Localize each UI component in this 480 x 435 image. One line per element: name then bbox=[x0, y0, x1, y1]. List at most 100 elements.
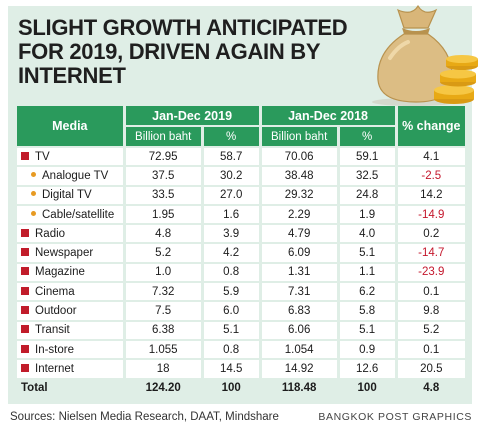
orange-dot-bullet-icon bbox=[31, 210, 36, 216]
total-label: Total bbox=[17, 379, 123, 397]
row-media-label: Cinema bbox=[35, 285, 75, 298]
table-row: Analogue TV 37.5 30.2 38.48 32.5 -2.5 bbox=[17, 167, 465, 185]
red-square-bullet-icon bbox=[21, 325, 29, 334]
header-period-2018: Jan-Dec 2018 bbox=[261, 106, 395, 125]
table-row: TV 72.95 58.7 70.06 59.1 4.1 bbox=[17, 148, 465, 166]
table-row: Magazine 1.0 0.8 1.31 1.1 -23.9 bbox=[17, 263, 465, 282]
table-row: Outdoor 7.5 6.0 6.83 5.8 9.8 bbox=[17, 302, 465, 320]
row-change-cell: 20.5 bbox=[397, 360, 465, 378]
red-square-bullet-icon bbox=[21, 286, 29, 295]
row-media-label: Cable/satellite bbox=[42, 208, 115, 221]
red-square-bullet-icon bbox=[21, 228, 29, 237]
row-media-cell: TV bbox=[17, 148, 123, 166]
row-media-label: Internet bbox=[35, 362, 74, 375]
row-percent-2019-cell: 30.2 bbox=[203, 167, 259, 185]
row-media-cell: Cinema bbox=[17, 283, 123, 301]
title-line-2: FOR 2019, DRIVEN AGAIN BY INTERNET bbox=[18, 39, 320, 88]
table-row: Newspaper 5.2 4.2 6.09 5.1 -14.7 bbox=[17, 244, 465, 262]
subheader-billion-baht-2018: Billion baht bbox=[261, 127, 337, 146]
row-percent-2018-cell: 6.2 bbox=[339, 283, 395, 301]
row-media-cell: Transit bbox=[17, 321, 123, 339]
row-percent-2018-cell: 5.1 bbox=[339, 321, 395, 339]
red-square-bullet-icon bbox=[21, 306, 29, 315]
row-percent-2018-cell: 1.1 bbox=[339, 263, 395, 282]
red-square-bullet-icon bbox=[21, 363, 29, 372]
row-billion-2018-cell: 1.31 bbox=[261, 263, 337, 282]
row-percent-2019-cell: 1.6 bbox=[203, 205, 259, 224]
table-row: Cinema 7.32 5.9 7.31 6.2 0.1 bbox=[17, 283, 465, 301]
row-percent-2019-cell: 5.9 bbox=[203, 283, 259, 301]
page-title: SLIGHT GROWTH ANTICIPATED FOR 2019, DRIV… bbox=[18, 16, 398, 88]
table-row: Transit 6.38 5.1 6.06 5.1 5.2 bbox=[17, 321, 465, 339]
row-billion-2018-cell: 29.32 bbox=[261, 186, 337, 204]
row-billion-2019-cell: 1.95 bbox=[125, 205, 201, 224]
row-billion-2018-cell: 14.92 bbox=[261, 360, 337, 378]
row-percent-2018-cell: 1.9 bbox=[339, 205, 395, 224]
red-square-bullet-icon bbox=[21, 344, 29, 353]
graphics-credit: BANGKOK POST GRAPHICS bbox=[318, 411, 472, 423]
table-row: Digital TV 33.5 27.0 29.32 24.8 14.2 bbox=[17, 186, 465, 204]
row-billion-2019-cell: 1.055 bbox=[125, 340, 201, 359]
row-change-cell: -14.7 bbox=[397, 244, 465, 262]
sources-note: Sources: Nielsen Media Research, DAAT, M… bbox=[10, 411, 279, 423]
row-media-cell: In-store bbox=[17, 340, 123, 359]
header-period-2019: Jan-Dec 2019 bbox=[125, 106, 259, 125]
total-row: Total 124.20 100 118.48 100 4.8 bbox=[17, 379, 465, 397]
row-billion-2018-cell: 2.29 bbox=[261, 205, 337, 224]
row-billion-2019-cell: 37.5 bbox=[125, 167, 201, 185]
row-media-label: TV bbox=[35, 150, 50, 163]
row-media-cell: Radio bbox=[17, 225, 123, 243]
row-percent-2018-cell: 5.8 bbox=[339, 302, 395, 320]
red-square-bullet-icon bbox=[21, 267, 29, 276]
subheader-billion-baht-2019: Billion baht bbox=[125, 127, 201, 146]
table-row: Internet 18 14.5 14.92 12.6 20.5 bbox=[17, 360, 465, 378]
red-square-bullet-icon bbox=[21, 248, 29, 257]
row-percent-2019-cell: 14.5 bbox=[203, 360, 259, 378]
row-billion-2018-cell: 7.31 bbox=[261, 283, 337, 301]
total-billion-2018: 118.48 bbox=[261, 379, 337, 397]
row-billion-2018-cell: 70.06 bbox=[261, 148, 337, 166]
row-percent-2019-cell: 27.0 bbox=[203, 186, 259, 204]
footer: Sources: Nielsen Media Research, DAAT, M… bbox=[10, 411, 472, 423]
media-spend-table: Media Jan-Dec 2019 Jan-Dec 2018 % change… bbox=[14, 104, 468, 399]
row-billion-2019-cell: 5.2 bbox=[125, 244, 201, 262]
row-change-cell: 0.1 bbox=[397, 340, 465, 359]
row-percent-2019-cell: 0.8 bbox=[203, 263, 259, 282]
row-percent-2018-cell: 24.8 bbox=[339, 186, 395, 204]
row-billion-2018-cell: 38.48 bbox=[261, 167, 337, 185]
row-media-label: Digital TV bbox=[42, 189, 92, 202]
row-media-cell: Internet bbox=[17, 360, 123, 378]
row-percent-2019-cell: 0.8 bbox=[203, 340, 259, 359]
row-media-label: Newspaper bbox=[35, 247, 94, 260]
total-percent-2018: 100 bbox=[339, 379, 395, 397]
row-percent-2019-cell: 6.0 bbox=[203, 302, 259, 320]
orange-dot-bullet-icon bbox=[31, 191, 36, 197]
row-percent-2019-cell: 58.7 bbox=[203, 148, 259, 166]
table-body: TV 72.95 58.7 70.06 59.1 4.1 Analogue TV 37.5 30… bbox=[17, 148, 465, 378]
table-row: Cable/satellite 1.95 1.6 2.29 1.9 -14.9 bbox=[17, 205, 465, 224]
row-media-label: Transit bbox=[35, 324, 70, 337]
row-percent-2018-cell: 59.1 bbox=[339, 148, 395, 166]
row-billion-2019-cell: 33.5 bbox=[125, 186, 201, 204]
row-billion-2018-cell: 6.83 bbox=[261, 302, 337, 320]
row-billion-2018-cell: 1.054 bbox=[261, 340, 337, 359]
row-media-cell: Cable/satellite bbox=[17, 205, 123, 224]
row-billion-2018-cell: 6.09 bbox=[261, 244, 337, 262]
title-line-1: SLIGHT GROWTH ANTICIPATED bbox=[18, 15, 348, 40]
row-billion-2019-cell: 6.38 bbox=[125, 321, 201, 339]
row-change-cell: -23.9 bbox=[397, 263, 465, 282]
row-billion-2019-cell: 72.95 bbox=[125, 148, 201, 166]
row-media-label: Analogue TV bbox=[42, 169, 109, 182]
row-media-label: Outdoor bbox=[35, 305, 77, 318]
row-billion-2019-cell: 7.5 bbox=[125, 302, 201, 320]
orange-dot-bullet-icon bbox=[31, 171, 36, 177]
row-percent-2019-cell: 5.1 bbox=[203, 321, 259, 339]
row-change-cell: 5.2 bbox=[397, 321, 465, 339]
money-bag-illustration bbox=[372, 4, 478, 106]
red-square-bullet-icon bbox=[21, 151, 29, 160]
total-change: 4.8 bbox=[397, 379, 465, 397]
row-percent-2018-cell: 32.5 bbox=[339, 167, 395, 185]
row-billion-2019-cell: 4.8 bbox=[125, 225, 201, 243]
row-billion-2018-cell: 6.06 bbox=[261, 321, 337, 339]
row-media-cell: Magazine bbox=[17, 263, 123, 282]
